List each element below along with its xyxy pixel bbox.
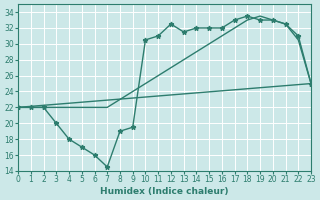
X-axis label: Humidex (Indice chaleur): Humidex (Indice chaleur) [100, 187, 229, 196]
